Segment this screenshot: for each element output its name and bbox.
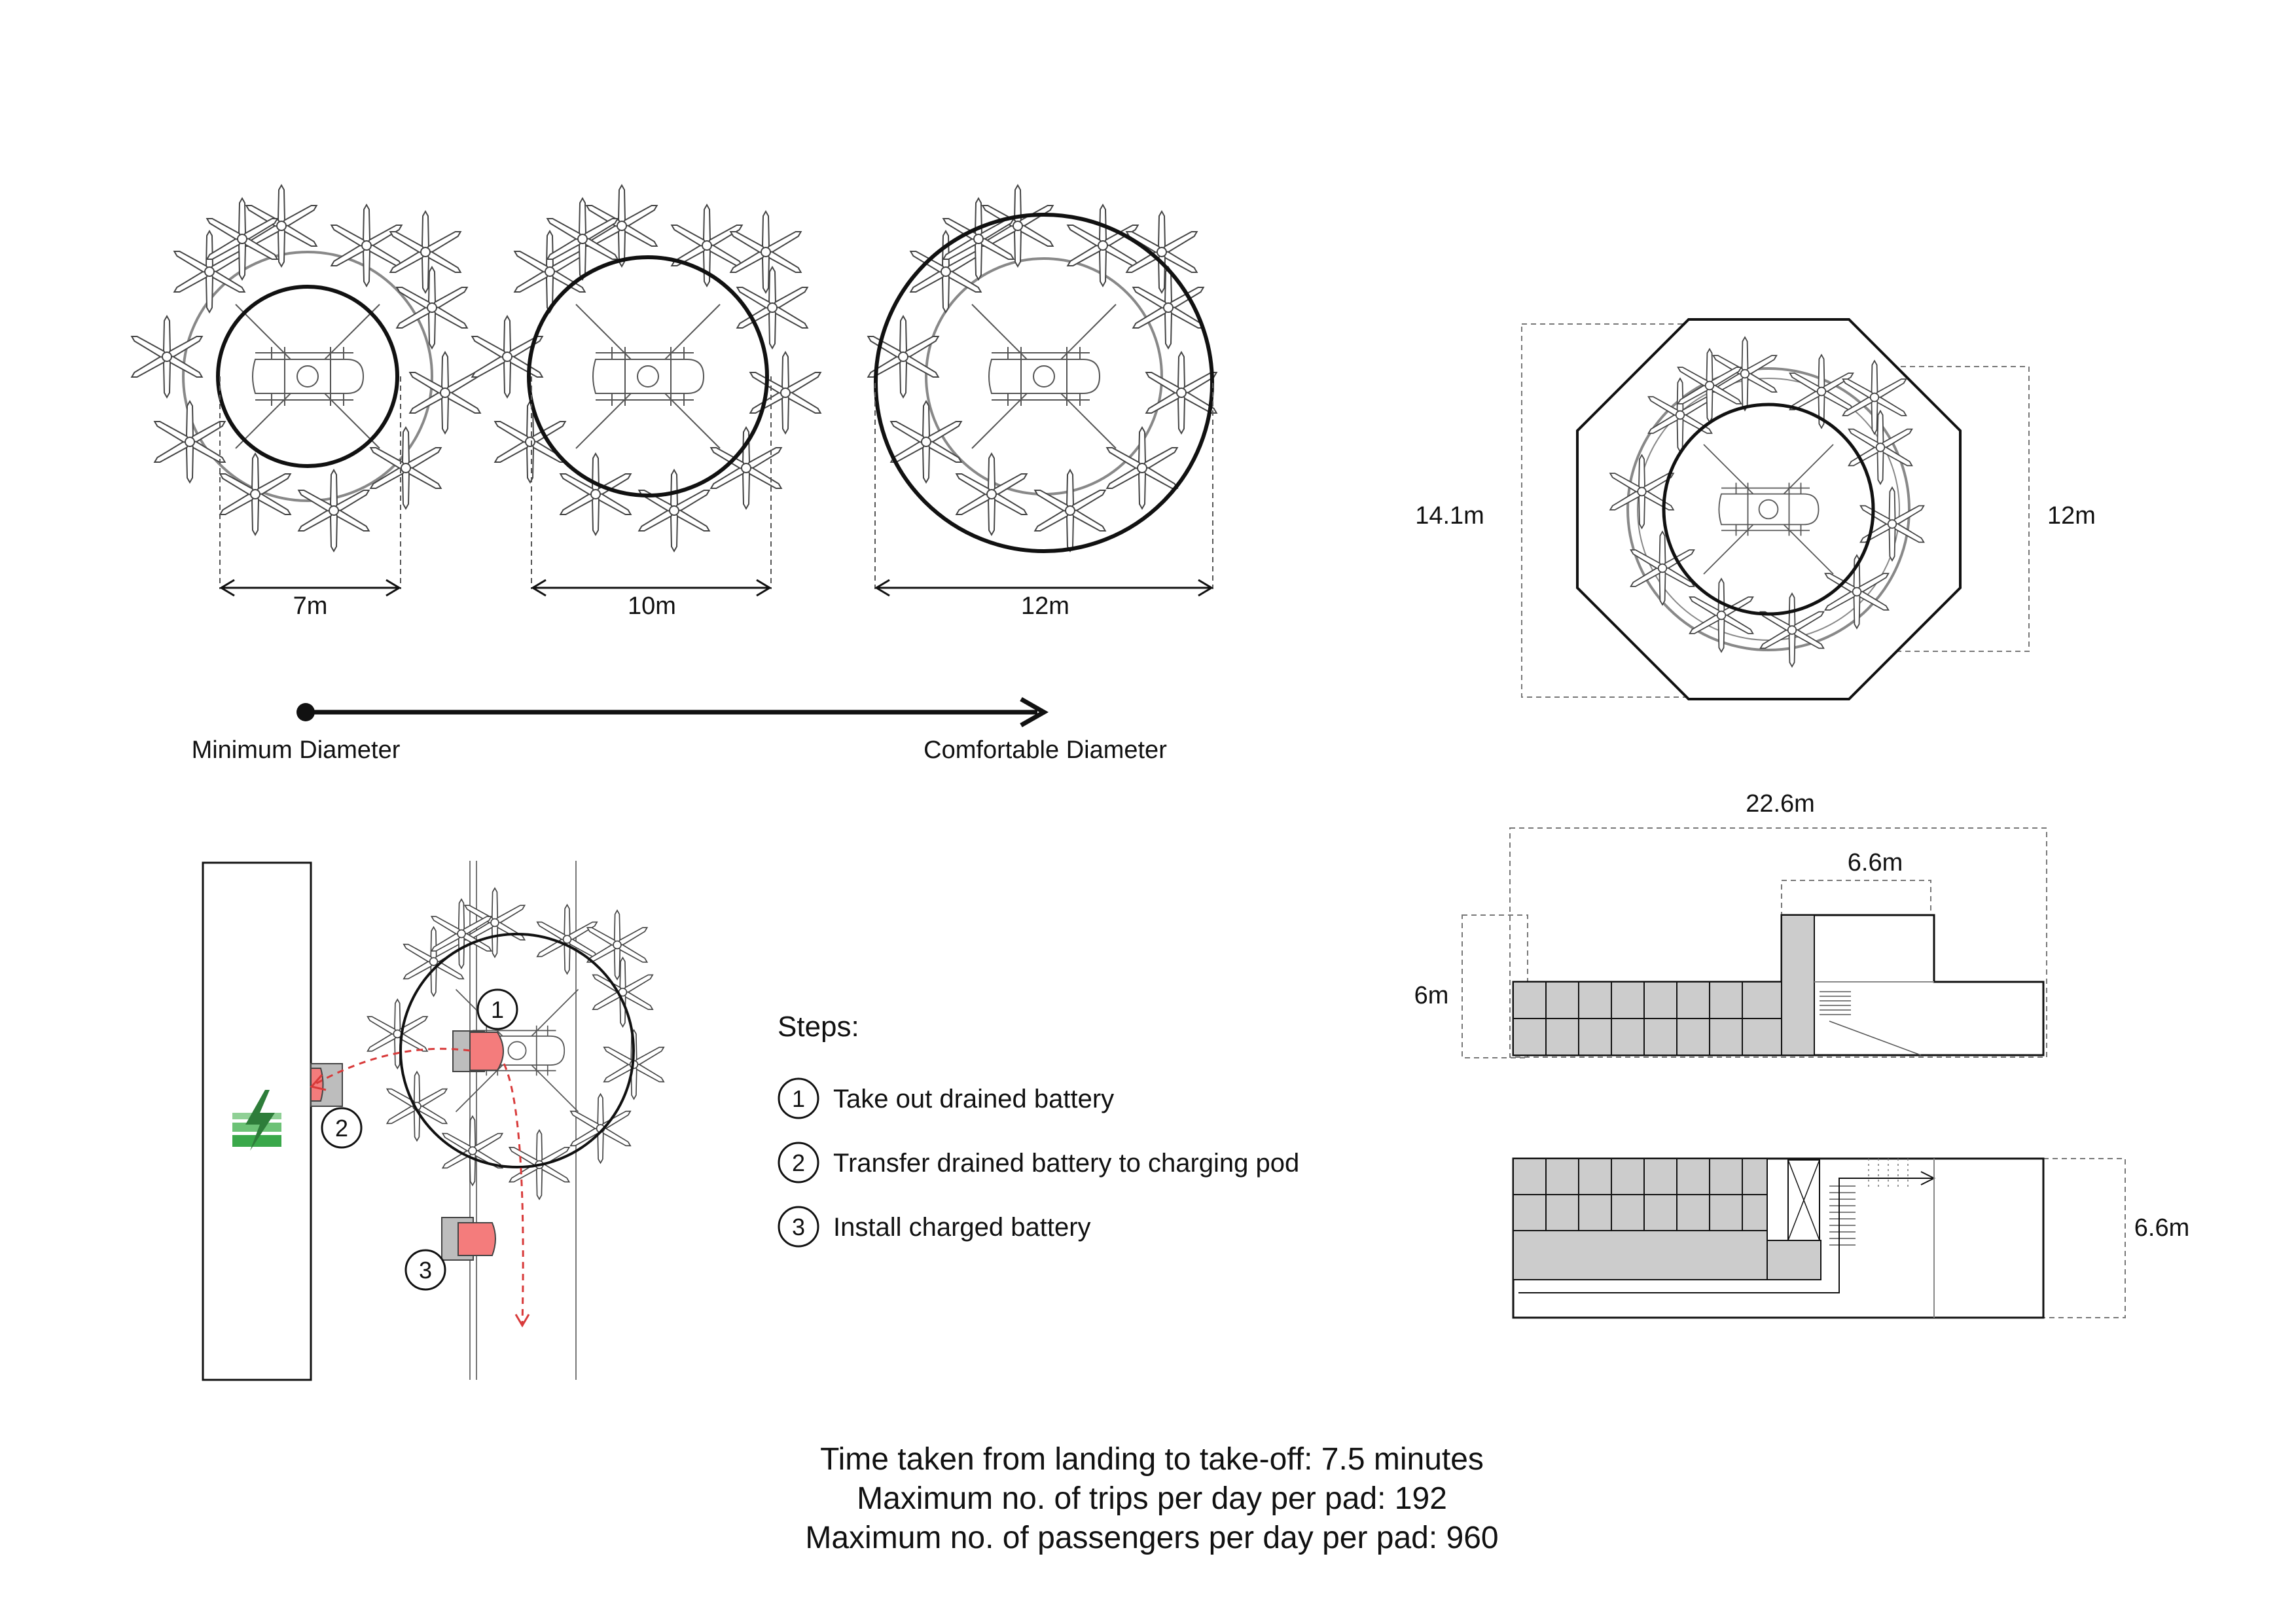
building-section: 22.6m 6.6m 6m <box>1414 790 2047 1058</box>
marker-2: 2 <box>321 1107 363 1149</box>
battery-icon <box>469 1032 504 1071</box>
diameter-label-12m: 12m <box>1021 592 1069 620</box>
marker-1-number: 1 <box>491 996 504 1023</box>
octagon-left-dimension: 14.1m <box>1415 502 1484 530</box>
marker-3: 3 <box>404 1249 446 1291</box>
stat-time: Time taken from landing to take-off: 7.5… <box>820 1442 1484 1477</box>
lightning-bolt-icon <box>232 1090 281 1151</box>
step-3: 3 Install charged battery <box>778 1206 1091 1248</box>
diameter-comparison: 7m 10m 12m <box>130 185 1218 764</box>
marker-1: 1 <box>476 988 518 1030</box>
step-3-number: 3 <box>792 1214 805 1240</box>
step-1-number: 1 <box>792 1085 805 1112</box>
diameter-label-7m: 7m <box>293 592 328 620</box>
steps-title: Steps: <box>778 1011 859 1043</box>
stat-passengers: Maximum no. of passengers per day per pa… <box>805 1521 1498 1555</box>
section-mid-dimension: 6.6m <box>1848 849 1903 876</box>
step-2-number: 2 <box>792 1149 805 1176</box>
step-1-text: Take out drained battery <box>833 1085 1114 1113</box>
stats-summary: Time taken from landing to take-off: 7.5… <box>805 1442 1498 1555</box>
building-plan: 6.6m <box>1512 1157 2189 1319</box>
drone-rotor-icon <box>130 185 482 551</box>
marker-2-number: 2 <box>335 1115 348 1142</box>
minimum-diameter-label: Minimum Diameter <box>192 736 401 764</box>
section-left-dimension: 6m <box>1414 982 1449 1009</box>
drone-10m: 10m <box>471 185 822 620</box>
stat-trips: Maximum no. of trips per day per pad: 19… <box>857 1481 1447 1516</box>
marker-3-number: 3 <box>419 1257 432 1284</box>
battery-swap-diagram: 1 2 3 <box>202 861 665 1381</box>
battery-icon <box>457 1222 496 1256</box>
diameter-label-10m: 10m <box>628 592 676 620</box>
step-1: 1 Take out drained battery <box>778 1077 1114 1119</box>
steps-list: Steps: 1 Take out drained battery 2 Tran… <box>778 1011 1299 1248</box>
step-3-text: Install charged battery <box>833 1213 1091 1242</box>
step-2: 2 Transfer drained battery to charging p… <box>778 1142 1299 1183</box>
drone-7m: 7m <box>130 185 482 620</box>
step-2-text: Transfer drained battery to charging pod <box>833 1149 1299 1178</box>
plan-right-dimension: 6.6m <box>2134 1214 2189 1242</box>
octagon-right-dimension: 12m <box>2047 502 2096 530</box>
octagon-pad: 14.1m 12m <box>1415 318 2096 700</box>
diameter-scale-arrow: Minimum Diameter Comfortable Diameter <box>192 696 1167 764</box>
drone-12m: 12m <box>867 185 1218 620</box>
section-top-dimension: 22.6m <box>1746 790 1815 818</box>
comfortable-diameter-label: Comfortable Diameter <box>924 736 1167 764</box>
